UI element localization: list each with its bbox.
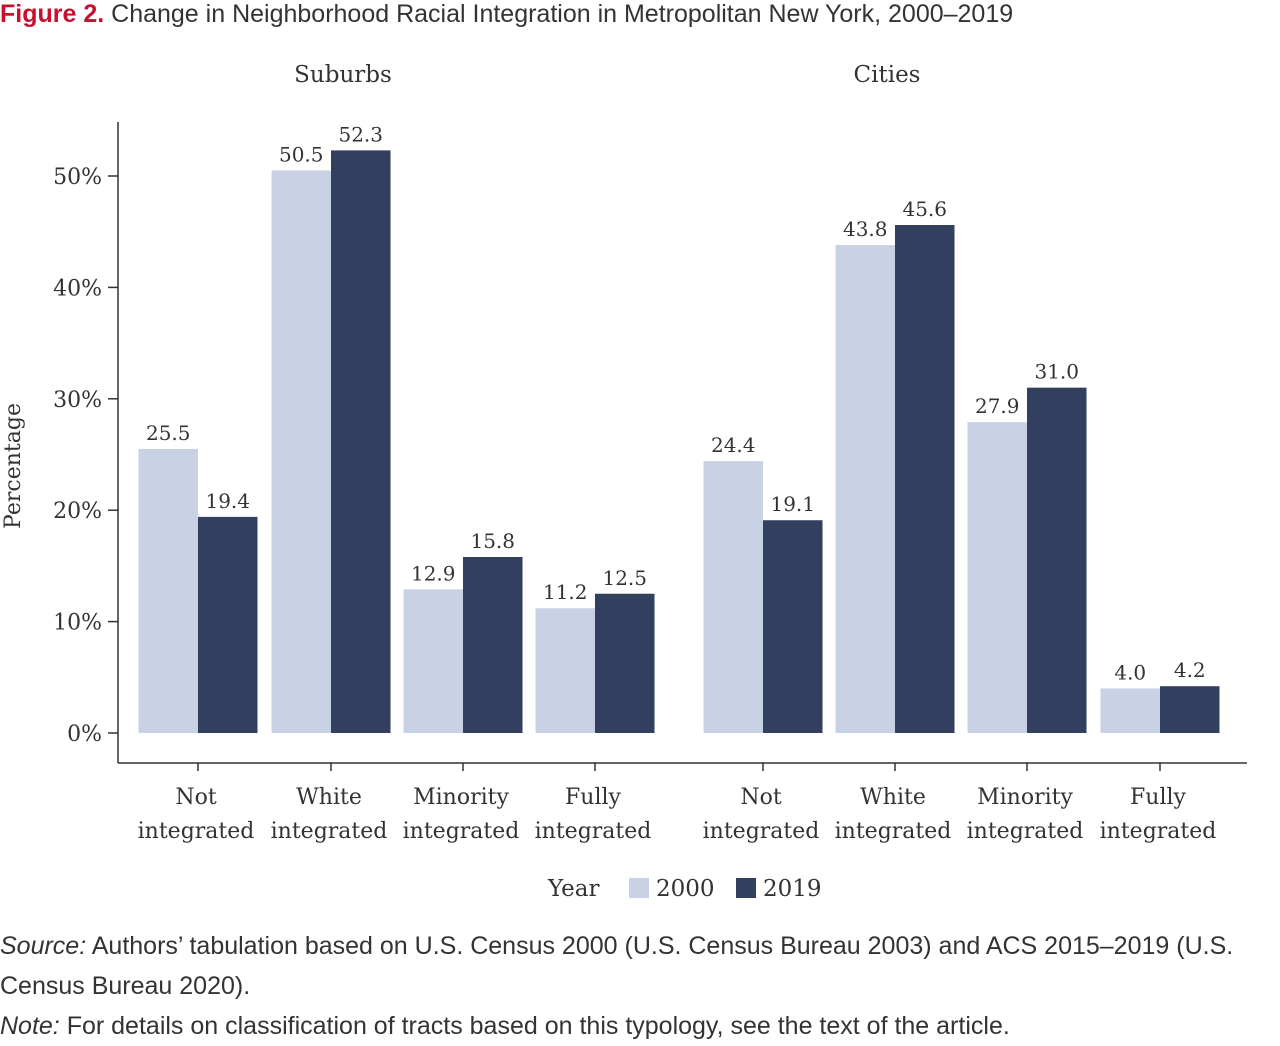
y-tick-label: 10% [53,611,102,636]
data-label: 12.5 [602,566,647,590]
bar-cities-2019-1 [895,225,955,734]
x-tick-label: integrated [967,819,1084,844]
x-tick-label: integrated [271,819,388,844]
bar-cities-2000-0 [703,461,763,733]
data-label: 24.4 [711,433,756,457]
x-tick-label: White [296,785,362,810]
note: Note: For details on classification of t… [0,1006,1280,1046]
data-label: 43.8 [843,217,888,241]
data-label: 52.3 [338,122,383,146]
x-tick-label: integrated [835,819,952,844]
x-tick-label: Minority [977,785,1073,810]
figure-number: Figure 2. [0,0,105,28]
note-lead: Note: [0,1012,60,1040]
y-axis-label: Percentage [1,403,26,529]
bar-suburbs-2000-1 [271,170,331,733]
bar-cities-2019-3 [1160,686,1220,733]
bar-cities-2000-3 [1100,688,1160,733]
x-tick-label: integrated [535,819,652,844]
bar-suburbs-2000-2 [403,589,463,733]
legend-swatch-2019 [736,878,756,898]
data-label: 45.6 [902,197,947,221]
x-tick-label: Not [740,785,781,810]
bar-suburbs-2000-0 [138,448,198,733]
x-tick-label: integrated [403,819,520,844]
bar-suburbs-2019-3 [595,593,655,733]
source-lead: Source: [0,932,87,960]
data-label: 19.1 [770,492,815,516]
bar-suburbs-2019-1 [331,150,391,733]
data-label: 25.5 [146,421,191,445]
data-label: 4.2 [1174,658,1206,682]
x-tick-label: Fully [1130,785,1187,810]
y-tick-label: 30% [53,388,102,413]
panel-title-suburbs: Suburbs [294,62,392,88]
x-tick-label: Not [175,785,216,810]
x-tick-label: Minority [413,785,509,810]
bar-suburbs-2000-3 [535,608,595,733]
legend-label-2000: 2000 [656,876,715,902]
bar-cities-2019-2 [1027,387,1087,733]
data-label: 31.0 [1034,360,1079,384]
source-note: Source: Authors’ tabulation based on U.S… [0,926,1280,1006]
source-text: Authors’ tabulation based on U.S. Census… [0,932,1234,1000]
legend-title: Year [547,876,600,902]
y-tick-label: 0% [67,722,102,747]
data-label: 19.4 [205,489,250,513]
data-label: 50.5 [279,142,324,166]
data-label: 11.2 [543,580,588,604]
x-tick-label: White [860,785,926,810]
legend-swatch-2000 [629,878,649,898]
bar-cities-2019-0 [763,520,823,733]
x-tick-label: Fully [565,785,622,810]
data-label: 12.9 [411,561,456,585]
data-label: 15.8 [470,529,515,553]
bar-cities-2000-2 [967,422,1027,733]
data-label: 4.0 [1114,660,1146,684]
x-tick-label: integrated [138,819,255,844]
legend-label-2019: 2019 [763,876,822,902]
x-tick-label: integrated [1100,819,1217,844]
y-tick-label: 20% [53,499,102,524]
panel-title-cities: Cities [854,62,921,88]
y-tick-label: 50% [53,165,102,190]
bar-suburbs-2019-2 [463,556,523,733]
note-text: For details on classification of tracts … [59,1012,1010,1040]
y-tick-label: 40% [53,276,102,301]
figure-title-text: Change in Neighborhood Racial Integratio… [111,0,1014,28]
bar-cities-2000-1 [835,245,895,733]
data-label: 27.9 [975,394,1020,418]
footnotes: Source: Authors’ tabulation based on U.S… [0,926,1280,1046]
bar-suburbs-2019-0 [198,516,258,733]
figure-title: Figure 2. Change in Neighborhood Racial … [0,0,1280,30]
x-tick-label: integrated [703,819,820,844]
bar-chart: 0% 10% 20% 30% 40% 50% Percentage Suburbs 25.5 19… [1,62,1247,902]
